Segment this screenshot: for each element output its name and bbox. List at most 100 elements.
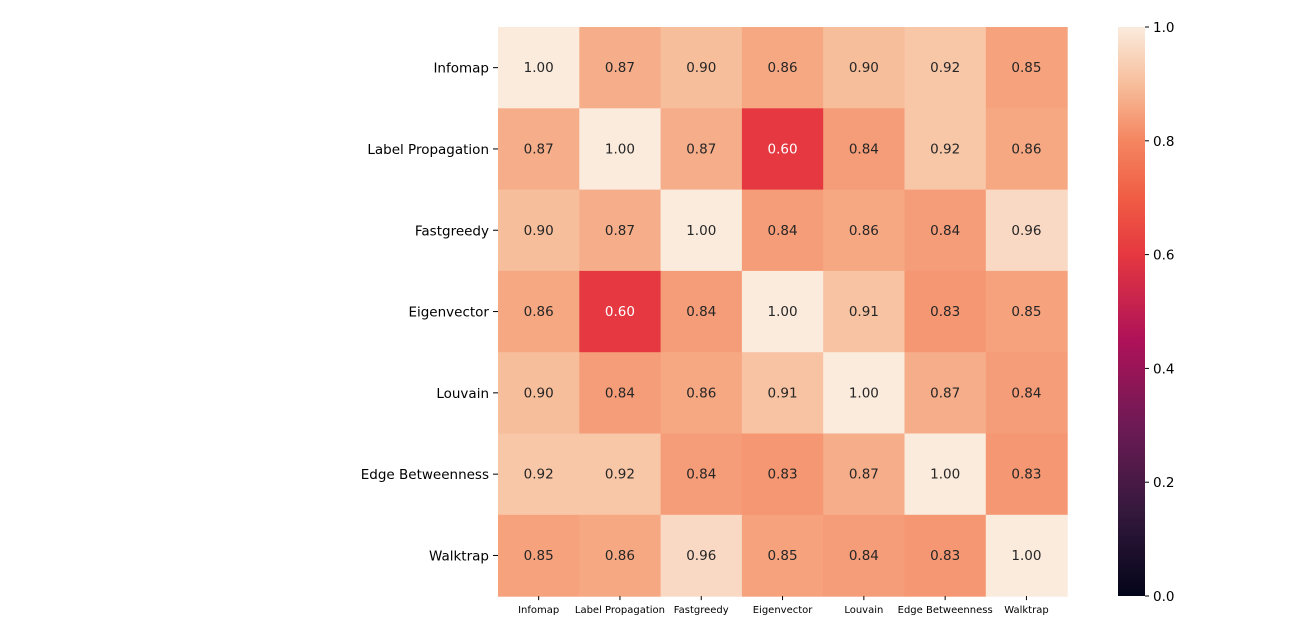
x-tick-label: Fastgreedy bbox=[674, 605, 729, 616]
heatmap-cell bbox=[579, 189, 662, 272]
cell-value-label: 0.87 bbox=[686, 141, 716, 157]
cell-value-label: 0.92 bbox=[605, 467, 635, 483]
heatmap-cell bbox=[660, 189, 743, 272]
heatmap-cell bbox=[823, 27, 906, 109]
heatmap-cell bbox=[985, 270, 1068, 353]
cell-value-label: 1.00 bbox=[930, 467, 960, 483]
heatmap-cell bbox=[823, 352, 906, 435]
heatmap-cell bbox=[741, 433, 824, 516]
cell-value-label: 1.00 bbox=[768, 304, 798, 320]
y-tick-label: Infomap bbox=[433, 61, 489, 77]
cell-value-label: 1.00 bbox=[849, 385, 879, 401]
cell-value-label: 0.91 bbox=[849, 304, 879, 320]
cell-value-label: 0.86 bbox=[849, 223, 879, 239]
cell-value-label: 0.84 bbox=[1011, 385, 1041, 401]
heatmap-cell bbox=[660, 433, 743, 516]
heatmap-cell bbox=[904, 270, 987, 353]
heatmap-cell bbox=[823, 108, 906, 191]
heatmap-cell bbox=[904, 27, 987, 109]
heatmap-cell bbox=[579, 514, 662, 597]
heatmap-cell bbox=[498, 270, 580, 353]
heatmap-cell bbox=[579, 352, 662, 435]
cell-value-label: 1.00 bbox=[1011, 548, 1041, 564]
cell-value-label: 0.96 bbox=[686, 548, 716, 564]
y-axis: Infomap Label Propagation Fastgreedy Eigenv… bbox=[361, 61, 498, 564]
heatmap-cell bbox=[498, 352, 580, 435]
y-tick-label: Walktrap bbox=[429, 548, 489, 564]
cell-value-label: 0.84 bbox=[849, 141, 879, 157]
heatmap-cell bbox=[498, 433, 580, 516]
heatmap-cell bbox=[498, 27, 580, 109]
y-tick-label: Edge Betweenness bbox=[361, 467, 489, 483]
cell-value-label: 0.84 bbox=[849, 548, 879, 564]
y-tick-label: Louvain bbox=[436, 386, 489, 402]
y-tick-label: Fastgreedy bbox=[415, 223, 489, 239]
heatmap-cell bbox=[660, 352, 743, 435]
heatmap-cell bbox=[579, 270, 662, 353]
x-tick-label: Edge Betweenness bbox=[898, 605, 993, 616]
colorbar-gradient bbox=[1118, 27, 1145, 596]
cell-value-label: 1.00 bbox=[524, 60, 554, 76]
cell-value-label: 0.85 bbox=[1011, 304, 1041, 320]
heatmap-cell bbox=[579, 108, 662, 191]
heatmap-cell bbox=[823, 433, 906, 516]
colorbar-tick-label: 0.4 bbox=[1153, 361, 1174, 377]
heatmap-cell bbox=[741, 514, 824, 597]
cell-value-label: 0.60 bbox=[768, 141, 798, 157]
colorbar-tick-label: 1.0 bbox=[1153, 20, 1174, 36]
heatmap-cell bbox=[985, 189, 1068, 272]
cell-value-label: 1.00 bbox=[686, 223, 716, 239]
cell-value-label: 0.83 bbox=[930, 304, 960, 320]
y-tick-label: Label Propagation bbox=[367, 142, 489, 158]
heatmap-cell bbox=[660, 108, 743, 191]
heatmap-cell bbox=[660, 514, 743, 597]
heatmap-cell bbox=[741, 189, 824, 272]
heatmap-cell bbox=[985, 27, 1068, 109]
cell-value-label: 0.87 bbox=[605, 223, 635, 239]
heatmap-cells bbox=[498, 27, 1068, 597]
cell-value-label: 0.84 bbox=[605, 385, 635, 401]
heatmap-cell bbox=[904, 514, 987, 597]
cell-value-label: 0.92 bbox=[524, 467, 554, 483]
cell-value-label: 0.90 bbox=[524, 385, 554, 401]
cell-value-label: 0.86 bbox=[605, 548, 635, 564]
heatmap-annotations: 1.00 0.87 0.90 0.86 0.90 0.92 0.85 0.87 1.00 0.87… bbox=[524, 60, 1042, 564]
heatmap-cell bbox=[579, 27, 662, 109]
heatmap-cell bbox=[741, 108, 824, 191]
colorbar-tick-label: 0.8 bbox=[1153, 134, 1174, 150]
cell-value-label: 0.87 bbox=[605, 60, 635, 76]
x-tick-label: Louvain bbox=[844, 605, 883, 616]
x-tick-label: Eigenvector bbox=[753, 605, 814, 616]
heatmap-cell bbox=[579, 433, 662, 516]
x-axis: Infomap Label Propagation Fastgreedy Eigenv… bbox=[518, 596, 1049, 616]
y-tick-label: Eigenvector bbox=[408, 305, 489, 321]
cell-value-label: 0.85 bbox=[768, 548, 798, 564]
heatmap-cell bbox=[904, 433, 987, 516]
heatmap-cell bbox=[985, 108, 1068, 191]
cell-value-label: 0.87 bbox=[930, 385, 960, 401]
cell-value-label: 0.84 bbox=[686, 467, 716, 483]
cell-value-label: 0.86 bbox=[1011, 141, 1041, 157]
cell-value-label: 0.90 bbox=[686, 60, 716, 76]
cell-value-label: 0.85 bbox=[1011, 60, 1041, 76]
cell-value-label: 0.86 bbox=[524, 304, 554, 320]
cell-value-label: 0.90 bbox=[849, 60, 879, 76]
cell-value-label: 0.83 bbox=[1011, 467, 1041, 483]
colorbar-tick-label: 0.2 bbox=[1153, 475, 1174, 491]
cell-value-label: 0.86 bbox=[768, 60, 798, 76]
heatmap-cell bbox=[985, 514, 1068, 597]
cell-value-label: 0.83 bbox=[768, 467, 798, 483]
cell-value-label: 0.96 bbox=[1011, 223, 1041, 239]
heatmap-cell bbox=[823, 270, 906, 353]
heatmap-cell bbox=[741, 27, 824, 109]
heatmap-cell bbox=[904, 108, 987, 191]
heatmap-cell bbox=[823, 189, 906, 272]
heatmap-cell bbox=[660, 27, 743, 109]
heatmap-cell bbox=[741, 270, 824, 353]
cell-value-label: 0.92 bbox=[930, 60, 960, 76]
colorbar: 0.0 0.2 0.4 0.6 0.8 1.0 bbox=[1118, 20, 1174, 605]
colorbar-tick-label: 0.0 bbox=[1153, 589, 1174, 605]
cell-value-label: 0.91 bbox=[768, 385, 798, 401]
cell-value-label: 0.90 bbox=[524, 223, 554, 239]
